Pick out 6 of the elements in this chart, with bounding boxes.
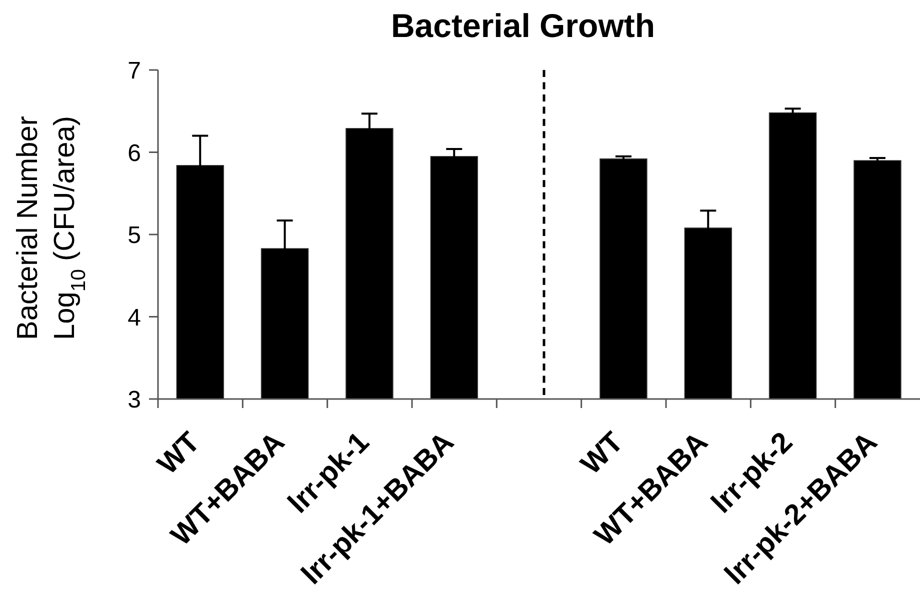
y-tick-label: 5: [128, 222, 141, 250]
y-tick-label: 4: [128, 304, 141, 332]
chart-title: Bacterial Growth: [390, 6, 656, 46]
y-tick-label: 7: [128, 58, 141, 85]
y-tick-label: 6: [128, 140, 141, 167]
y-tick-label: 3: [128, 386, 141, 414]
